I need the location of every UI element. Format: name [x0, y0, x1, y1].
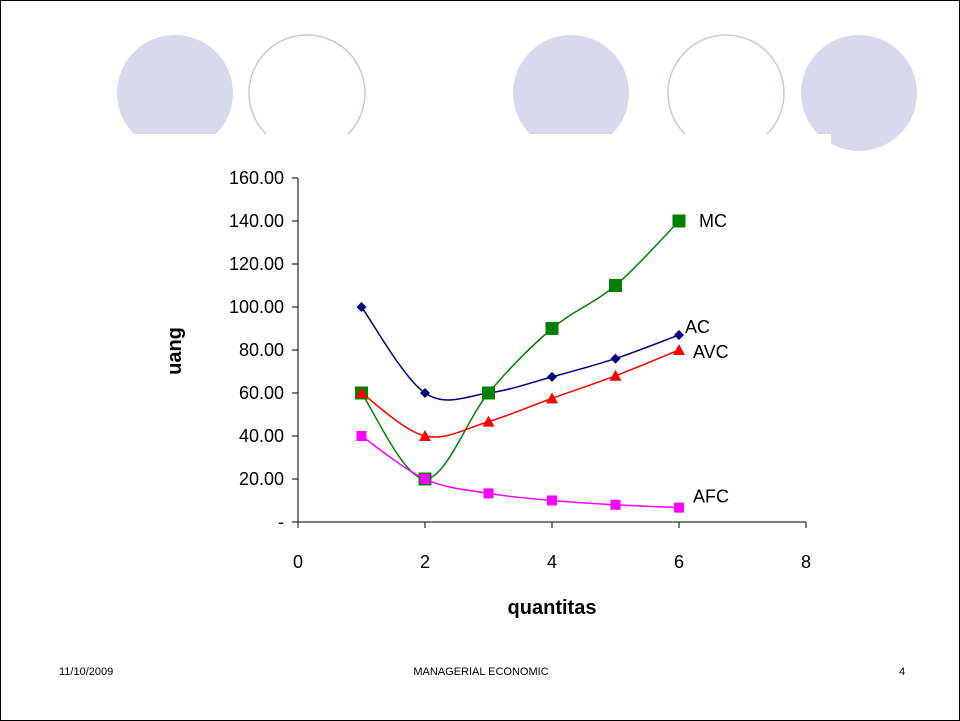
point-avc: [355, 387, 368, 398]
series-label-avc: AVC: [693, 342, 729, 362]
footer-title: MANAGERIAL ECONOMIC: [413, 666, 549, 678]
point-mc: [545, 322, 559, 335]
deco-circle-2: [248, 34, 366, 134]
point-afc: [547, 495, 557, 506]
deco-circle-5: [801, 35, 917, 151]
y-tick-label: 100.00: [229, 297, 284, 317]
point-ac: [547, 371, 557, 382]
series-line-mc: [360, 220, 680, 480]
y-tick-label: 160.00: [229, 168, 284, 188]
x-tick-label: 4: [547, 552, 557, 572]
point-mc: [482, 386, 495, 400]
point-afc: [674, 502, 684, 513]
deco-circle-3: [513, 35, 629, 134]
point-avc: [673, 344, 685, 355]
x-axis-title: quantitas: [508, 597, 597, 619]
point-mc: [609, 279, 622, 292]
deco-circle-4: [667, 34, 785, 134]
point-afc: [610, 499, 621, 510]
y-axis-title: uang: [164, 327, 186, 375]
point-afc: [356, 431, 367, 441]
point-afc: [420, 474, 430, 484]
deco-circle-notch: [801, 134, 831, 154]
point-avc: [482, 415, 495, 427]
y-tick-label: -: [278, 512, 284, 532]
x-tick-label: 6: [674, 552, 684, 572]
y-tick-label: 60.00: [239, 383, 284, 403]
series-label-afc: AFC: [693, 487, 729, 507]
point-ac: [356, 302, 367, 312]
y-tick-label: 120.00: [229, 254, 284, 274]
x-tick-label: 2: [420, 552, 430, 572]
series-label-mc: MC: [699, 211, 727, 231]
footer-page-number: 4: [899, 666, 906, 678]
point-avc: [609, 369, 622, 381]
series-line-avc: [361, 349, 680, 438]
point-avc: [419, 430, 431, 441]
point-ac: [610, 353, 621, 364]
point-afc: [483, 488, 494, 499]
y-tick-label: 80.00: [239, 340, 284, 360]
point-mc: [672, 214, 686, 228]
y-tick-label: 40.00: [239, 426, 284, 446]
y-tick-label: 140.00: [229, 211, 284, 231]
x-tick-label: 8: [801, 552, 811, 572]
series-line-afc: [361, 435, 680, 509]
footer-date: 11/10/2009: [59, 666, 114, 678]
x-tick-label: 0: [293, 552, 303, 572]
y-tick-label: 20.00: [239, 469, 284, 489]
point-avc: [546, 392, 558, 404]
deco-circle-1: [117, 35, 233, 134]
series-label-ac: AC: [685, 317, 710, 337]
point-ac: [674, 329, 684, 340]
point-ac: [420, 388, 430, 398]
series-line-ac: [360, 306, 680, 401]
